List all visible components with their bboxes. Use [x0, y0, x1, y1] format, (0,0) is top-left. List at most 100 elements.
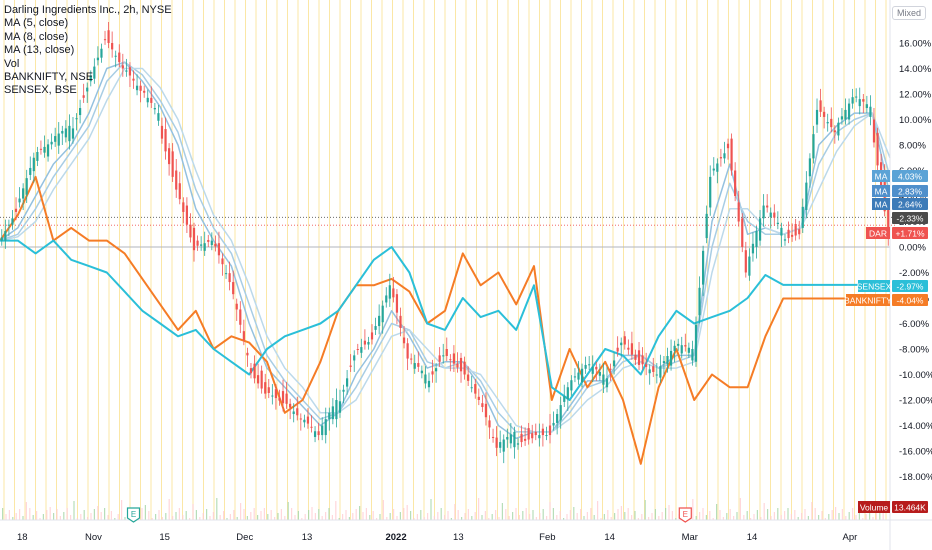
volume-bar — [427, 513, 429, 520]
chart-legend: Darling Ingredients Inc., 2h, NYSE MA (5… — [4, 4, 172, 98]
volume-bar — [100, 512, 102, 520]
candle-body — [616, 347, 619, 352]
y-tick-label: 10.00% — [899, 115, 932, 126]
volume-bar — [471, 516, 473, 520]
volume-bar — [22, 516, 24, 520]
candle-body — [766, 205, 769, 208]
series-ma-5-close — [0, 61, 891, 440]
volume-bar — [569, 510, 571, 520]
candle-body — [456, 363, 459, 368]
volume-bar — [675, 518, 677, 520]
candle-body — [823, 111, 826, 117]
candle-body — [406, 343, 409, 359]
volume-bar — [801, 513, 803, 520]
volume-bar — [318, 509, 320, 520]
volume-bar — [46, 510, 48, 520]
volume-bar — [542, 509, 544, 520]
candle-body — [527, 428, 530, 440]
volume-bar — [104, 508, 106, 520]
candle-body — [71, 128, 75, 139]
candle-body — [755, 231, 758, 247]
candle-body — [217, 243, 221, 256]
legend-ma5[interactable]: MA (5, close) — [4, 17, 69, 30]
volume-bar — [277, 513, 279, 520]
candle-body — [815, 109, 819, 125]
price-label-box — [892, 294, 928, 306]
legend-title[interactable]: Darling Ingredients Inc., 2h, NYSE — [4, 4, 172, 16]
y-tick-label: -10.00% — [899, 370, 932, 381]
candle-body — [200, 244, 203, 246]
volume-bar — [229, 514, 231, 520]
candle-body — [595, 366, 598, 370]
legend-sensex[interactable]: SENSEX, BSE — [4, 84, 77, 97]
volume-bar — [403, 508, 405, 520]
volume-bar — [263, 508, 265, 520]
candle-body — [260, 370, 263, 389]
candle-body — [328, 412, 331, 420]
candle-body — [751, 243, 755, 254]
legend-banknifty[interactable]: BANKNIFTY, NSE — [4, 71, 94, 84]
candle-body — [303, 419, 306, 423]
candle-body — [36, 152, 39, 161]
candle-body — [491, 436, 495, 438]
volume-bar — [535, 517, 537, 520]
candle-body — [125, 70, 128, 72]
volume-bar — [478, 498, 480, 520]
candle-body — [463, 361, 466, 375]
volume-bar — [382, 500, 384, 520]
volume-bar — [767, 509, 769, 520]
scale-mode-button[interactable]: Mixed — [891, 6, 926, 20]
volume-bar — [274, 517, 276, 520]
candle-body — [228, 273, 231, 283]
volume-bar — [437, 512, 439, 520]
candle-body — [178, 183, 181, 200]
x-tick-label: 15 — [159, 532, 170, 543]
volume-bar — [399, 512, 401, 520]
series-ma-13-close — [0, 67, 891, 433]
candle-body — [349, 365, 352, 367]
volume-bar — [716, 504, 718, 520]
candle-body — [794, 224, 797, 236]
volume-bar — [508, 516, 510, 520]
x-tick-label: Feb — [539, 532, 555, 543]
volume-bar — [763, 503, 765, 520]
candle-body — [410, 358, 413, 360]
candle-body — [278, 398, 281, 401]
price-label: MA 2.64% — [872, 198, 928, 210]
candle-body — [723, 153, 726, 159]
volume-bar — [699, 512, 701, 520]
volume-bar — [328, 508, 330, 520]
volume-bar — [39, 518, 41, 520]
volume-bar — [784, 511, 786, 520]
candle-body — [196, 240, 199, 246]
volume-bar — [192, 504, 194, 520]
volume-bar — [501, 503, 503, 520]
volume-bar — [461, 517, 463, 520]
volume-bar — [773, 512, 775, 520]
candle-body — [548, 425, 552, 436]
candle-body — [470, 387, 473, 389]
candle-body — [14, 208, 18, 212]
volume-bar — [83, 510, 85, 520]
candle-body — [424, 374, 427, 384]
volume-bar — [648, 517, 650, 520]
legend-ma13[interactable]: MA (13, close) — [4, 44, 75, 57]
price-label-value: -2.33% — [897, 214, 924, 224]
y-tick-label: 14.00% — [899, 64, 932, 75]
volume-bar — [491, 514, 493, 520]
candle-body — [858, 99, 861, 107]
volume-bar — [617, 509, 619, 520]
candle-body — [502, 439, 505, 452]
candle-body — [516, 443, 520, 445]
volume-bar — [607, 510, 609, 520]
candle-body — [160, 125, 164, 139]
candle-body — [331, 406, 334, 420]
candle-body — [584, 364, 587, 369]
volume-bar — [304, 514, 306, 520]
volume-bar — [563, 518, 565, 520]
legend-vol[interactable]: Vol — [4, 57, 20, 70]
volume-bar — [794, 510, 796, 520]
volume-bar — [770, 516, 772, 520]
candle-body — [321, 425, 324, 436]
legend-ma8[interactable]: MA (8, close) — [4, 30, 69, 43]
